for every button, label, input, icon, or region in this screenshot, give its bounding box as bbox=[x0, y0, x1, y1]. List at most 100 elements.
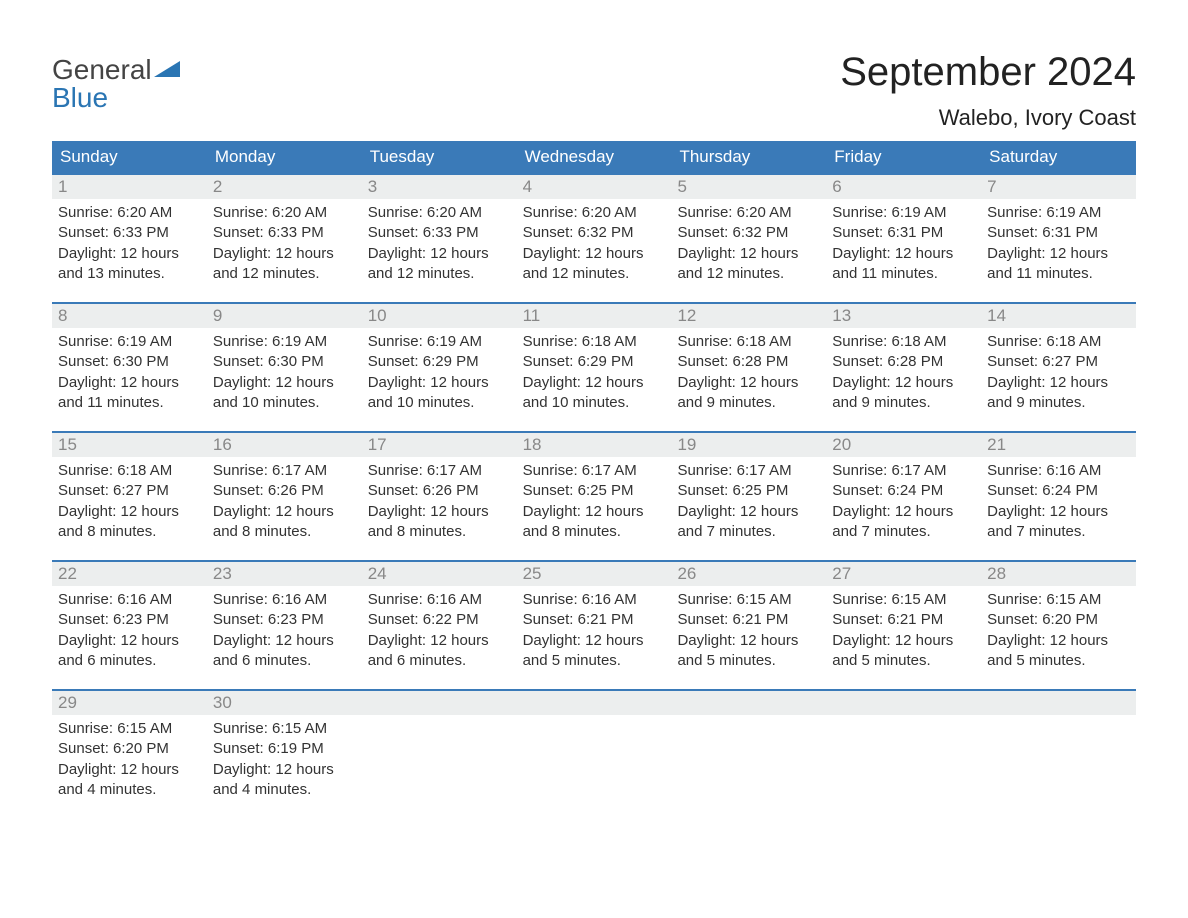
day-number: 30 bbox=[213, 693, 232, 712]
day-number-row: 30 bbox=[207, 691, 362, 715]
day-content: Sunrise: 6:15 AMSunset: 6:21 PMDaylight:… bbox=[830, 590, 977, 671]
day-cell: 24Sunrise: 6:16 AMSunset: 6:22 PMDayligh… bbox=[362, 562, 517, 679]
sunset-text: Sunset: 6:25 PM bbox=[677, 481, 822, 501]
daylight1-text: Daylight: 12 hours bbox=[368, 373, 513, 393]
day-number: 8 bbox=[58, 306, 67, 325]
day-number: 29 bbox=[58, 693, 77, 712]
daylight1-text: Daylight: 12 hours bbox=[987, 373, 1132, 393]
day-content: Sunrise: 6:18 AMSunset: 6:28 PMDaylight:… bbox=[830, 332, 977, 413]
day-number: 27 bbox=[832, 564, 851, 583]
day-number-row: 25 bbox=[517, 562, 672, 586]
day-number-row: 6 bbox=[826, 175, 981, 199]
week-row: 22Sunrise: 6:16 AMSunset: 6:23 PMDayligh… bbox=[52, 560, 1136, 679]
sunset-text: Sunset: 6:28 PM bbox=[677, 352, 822, 372]
day-number: 3 bbox=[368, 177, 377, 196]
sunrise-text: Sunrise: 6:17 AM bbox=[677, 461, 822, 481]
daylight1-text: Daylight: 12 hours bbox=[368, 244, 513, 264]
sunrise-text: Sunrise: 6:20 AM bbox=[213, 203, 358, 223]
week-row: 29 Sunrise: 6:15 AMSunset: 6:20 PMDayligh… bbox=[52, 689, 1136, 808]
logo-word-general: General bbox=[52, 54, 152, 85]
day-number: 2 bbox=[213, 177, 222, 196]
day-number: 28 bbox=[987, 564, 1006, 583]
day-content: Sunrise: 6:20 AMSunset: 6:32 PMDaylight:… bbox=[675, 203, 822, 284]
day-content: Sunrise: 6:15 AMSunset: 6:21 PMDaylight:… bbox=[675, 590, 822, 671]
daylight1-text: Daylight: 12 hours bbox=[832, 373, 977, 393]
day-content: Sunrise: 6:15 AMSunset: 6:19 PMDaylight:… bbox=[211, 719, 358, 800]
day-content: Sunrise: 6:15 AMSunset: 6:20 PMDaylight:… bbox=[56, 719, 203, 800]
day-cell: 6 Sunrise: 6:19 AMSunset: 6:31 PMDaylight… bbox=[826, 175, 981, 292]
daylight2-text: and 4 minutes. bbox=[213, 780, 358, 800]
day-number: 16 bbox=[213, 435, 232, 454]
daylight2-text: and 10 minutes. bbox=[368, 393, 513, 413]
daylight1-text: Daylight: 12 hours bbox=[987, 631, 1132, 651]
day-cell: 1Sunrise: 6:20 AMSunset: 6:33 PMDaylight… bbox=[52, 175, 207, 292]
sunrise-text: Sunrise: 6:20 AM bbox=[677, 203, 822, 223]
day-cell: 19Sunrise: 6:17 AMSunset: 6:25 PMDayligh… bbox=[671, 433, 826, 550]
sunrise-text: Sunrise: 6:19 AM bbox=[213, 332, 358, 352]
day-number-row: 3 bbox=[362, 175, 517, 199]
sunset-text: Sunset: 6:29 PM bbox=[368, 352, 513, 372]
sunrise-text: Sunrise: 6:19 AM bbox=[832, 203, 977, 223]
day-cell: 11Sunrise: 6:18 AMSunset: 6:29 PMDayligh… bbox=[517, 304, 672, 421]
weekday-header: Monday bbox=[207, 141, 362, 173]
daylight2-text: and 13 minutes. bbox=[58, 264, 203, 284]
daylight2-text: and 8 minutes. bbox=[523, 522, 668, 542]
day-cell: 9Sunrise: 6:19 AMSunset: 6:30 PMDaylight… bbox=[207, 304, 362, 421]
logo-word-blue: Blue bbox=[52, 82, 108, 113]
weekday-header: Sunday bbox=[52, 141, 207, 173]
day-number: 14 bbox=[987, 306, 1006, 325]
day-cell: 25Sunrise: 6:16 AMSunset: 6:21 PMDayligh… bbox=[517, 562, 672, 679]
sunset-text: Sunset: 6:20 PM bbox=[987, 610, 1132, 630]
daylight1-text: Daylight: 12 hours bbox=[58, 760, 203, 780]
day-number: 17 bbox=[368, 435, 387, 454]
day-content: Sunrise: 6:17 AMSunset: 6:26 PMDaylight:… bbox=[366, 461, 513, 542]
day-content: Sunrise: 6:17 AMSunset: 6:26 PMDaylight:… bbox=[211, 461, 358, 542]
daylight1-text: Daylight: 12 hours bbox=[832, 631, 977, 651]
daylight2-text: and 6 minutes. bbox=[213, 651, 358, 671]
sunset-text: Sunset: 6:23 PM bbox=[58, 610, 203, 630]
sunset-text: Sunset: 6:31 PM bbox=[832, 223, 977, 243]
day-cell bbox=[826, 691, 981, 808]
daylight1-text: Daylight: 12 hours bbox=[832, 502, 977, 522]
location: Walebo, Ivory Coast bbox=[840, 105, 1136, 131]
daylight1-text: Daylight: 12 hours bbox=[832, 244, 977, 264]
day-cell: 30 Sunrise: 6:15 AMSunset: 6:19 PMDayligh… bbox=[207, 691, 362, 808]
daylight1-text: Daylight: 12 hours bbox=[987, 244, 1132, 264]
day-content: Sunrise: 6:19 AMSunset: 6:29 PMDaylight:… bbox=[366, 332, 513, 413]
day-cell: 4Sunrise: 6:20 AMSunset: 6:32 PMDaylight… bbox=[517, 175, 672, 292]
day-number-row: 22 bbox=[52, 562, 207, 586]
day-number-row bbox=[362, 691, 517, 715]
day-number: 6 bbox=[832, 177, 841, 196]
daylight2-text: and 6 minutes. bbox=[368, 651, 513, 671]
daylight2-text: and 7 minutes. bbox=[677, 522, 822, 542]
day-number-row: 1 bbox=[52, 175, 207, 199]
day-number: 21 bbox=[987, 435, 1006, 454]
day-number-row: 4 bbox=[517, 175, 672, 199]
day-cell: 8Sunrise: 6:19 AMSunset: 6:30 PMDaylight… bbox=[52, 304, 207, 421]
day-cell: 12Sunrise: 6:18 AMSunset: 6:28 PMDayligh… bbox=[671, 304, 826, 421]
day-number-row: 10 bbox=[362, 304, 517, 328]
daylight1-text: Daylight: 12 hours bbox=[523, 502, 668, 522]
day-cell: 14Sunrise: 6:18 AMSunset: 6:27 PMDayligh… bbox=[981, 304, 1136, 421]
day-cell: 15Sunrise: 6:18 AMSunset: 6:27 PMDayligh… bbox=[52, 433, 207, 550]
daylight1-text: Daylight: 12 hours bbox=[368, 631, 513, 651]
day-cell: 28 Sunrise: 6:15 AMSunset: 6:20 PMDayligh… bbox=[981, 562, 1136, 679]
day-cell: 7Sunrise: 6:19 AMSunset: 6:31 PMDaylight… bbox=[981, 175, 1136, 292]
daylight2-text: and 5 minutes. bbox=[832, 651, 977, 671]
daylight1-text: Daylight: 12 hours bbox=[523, 373, 668, 393]
day-number: 24 bbox=[368, 564, 387, 583]
sunrise-text: Sunrise: 6:17 AM bbox=[368, 461, 513, 481]
daylight2-text: and 4 minutes. bbox=[58, 780, 203, 800]
daylight2-text: and 12 minutes. bbox=[368, 264, 513, 284]
sunset-text: Sunset: 6:21 PM bbox=[832, 610, 977, 630]
sunrise-text: Sunrise: 6:18 AM bbox=[58, 461, 203, 481]
daylight2-text: and 8 minutes. bbox=[213, 522, 358, 542]
day-cell: 23Sunrise: 6:16 AMSunset: 6:23 PMDayligh… bbox=[207, 562, 362, 679]
sunset-text: Sunset: 6:33 PM bbox=[368, 223, 513, 243]
week-row: 1Sunrise: 6:20 AMSunset: 6:33 PMDaylight… bbox=[52, 173, 1136, 292]
daylight2-text: and 5 minutes. bbox=[523, 651, 668, 671]
day-number-row bbox=[826, 691, 981, 715]
month-title: September 2024 bbox=[840, 50, 1136, 95]
day-number-row: 28 bbox=[981, 562, 1136, 586]
sunrise-text: Sunrise: 6:15 AM bbox=[987, 590, 1132, 610]
